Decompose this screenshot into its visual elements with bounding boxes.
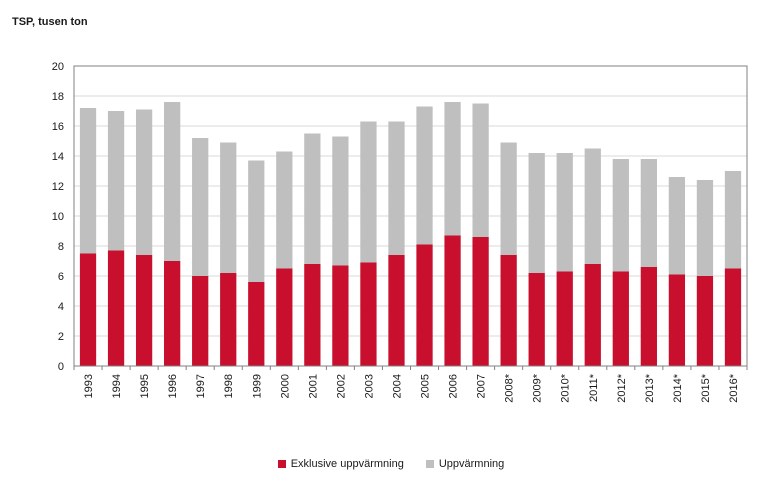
x-tick-label: 2005	[420, 374, 432, 398]
bar-uppvarmning	[472, 103, 489, 237]
bar-uppvarmning	[164, 102, 181, 261]
bar-exklusive-uppvarmning	[192, 276, 209, 366]
x-tick-label: 2016*	[728, 373, 740, 402]
y-tick-label: 20	[52, 61, 64, 73]
bar-exklusive-uppvarmning	[472, 237, 489, 366]
bar-uppvarmning	[107, 111, 125, 251]
bar-uppvarmning	[248, 160, 265, 282]
x-tick-label: 2010*	[560, 373, 572, 402]
bar-exklusive-uppvarmning	[556, 271, 573, 366]
x-tick-label: 2015*	[700, 373, 712, 402]
bar-exklusive-uppvarmning	[304, 264, 321, 366]
y-tick-label: 2	[58, 331, 64, 343]
bar-exklusive-uppvarmning	[220, 273, 237, 366]
bar-uppvarmning	[640, 159, 657, 267]
x-tick-label: 2001	[307, 374, 319, 398]
bar-exklusive-uppvarmning	[360, 262, 377, 366]
y-tick-label: 18	[52, 91, 64, 103]
bar-exklusive-uppvarmning	[640, 267, 657, 366]
bar-uppvarmning	[696, 180, 714, 276]
x-tick-label: 1996	[167, 374, 179, 398]
bar-uppvarmning	[220, 142, 237, 273]
x-tick-label: 2004	[391, 374, 403, 398]
bar-uppvarmning	[668, 177, 686, 275]
x-tick-label: 2013*	[644, 373, 656, 402]
legend-item-uppvarmning: Uppvärmning	[425, 458, 505, 470]
bar-uppvarmning	[444, 102, 461, 236]
bar-uppvarmning	[612, 159, 629, 272]
bar-uppvarmning	[332, 136, 349, 266]
y-tick-label: 14	[52, 151, 64, 163]
x-tick-label: 1995	[139, 374, 151, 398]
stacked-bar-chart: 0 2 4 6 8 10 12 14 16 18 20 1993 1994 1995 1996 1997 199…	[52, 61, 748, 403]
bar-exklusive-uppvarmning	[79, 253, 97, 366]
axes: 0 2 4 6 8 10 12 14 16 18 20 1993 1994 1995 1996 1997 199…	[52, 61, 748, 403]
legend-label-uppvarmning: Uppvärmning	[438, 458, 505, 470]
y-tick-label: 4	[58, 301, 64, 313]
bar-uppvarmning	[276, 151, 293, 269]
bar-exklusive-uppvarmning	[332, 265, 349, 366]
legend-swatch-exklusive	[277, 460, 286, 468]
legend: Exklusive uppvärmning Uppvärmning	[0, 458, 782, 470]
bar-exklusive-uppvarmning	[696, 276, 714, 366]
x-tick-label: 2014*	[672, 373, 684, 402]
x-tick-label: 2009*	[532, 373, 544, 402]
y-tick-label: 0	[58, 361, 64, 373]
x-tick-label: 2012*	[616, 373, 628, 402]
bar-uppvarmning	[724, 171, 742, 269]
x-tick-label: 2006	[448, 374, 460, 398]
y-tick-label: 8	[58, 241, 64, 253]
bar-uppvarmning	[135, 109, 153, 255]
bar-exklusive-uppvarmning	[528, 273, 545, 366]
bar-exklusive-uppvarmning	[248, 282, 265, 366]
bars	[79, 102, 742, 366]
bar-exklusive-uppvarmning	[584, 264, 601, 366]
y-tick-label: 6	[58, 271, 64, 283]
bar-exklusive-uppvarmning	[500, 255, 517, 366]
x-tick-label: 2003	[363, 374, 375, 398]
x-tick-label: 1998	[223, 374, 235, 398]
x-tick-label: 2007	[476, 374, 488, 398]
bar-exklusive-uppvarmning	[276, 268, 293, 366]
bar-uppvarmning	[304, 133, 321, 264]
x-tick-label: 1999	[251, 374, 263, 398]
legend-label-exklusive: Exklusive uppvärmning	[290, 458, 404, 470]
bar-uppvarmning	[584, 148, 601, 264]
bar-uppvarmning	[192, 138, 209, 276]
x-tick-label: 2002	[335, 374, 347, 398]
x-tick-label: 2011*	[588, 373, 600, 402]
bar-uppvarmning	[528, 153, 545, 273]
bar-exklusive-uppvarmning	[388, 255, 405, 366]
legend-item-exklusive: Exklusive uppvärmning	[277, 458, 404, 470]
bar-exklusive-uppvarmning	[444, 235, 461, 366]
legend-swatch-uppvarmning	[425, 460, 434, 468]
x-tick-label: 1993	[83, 374, 95, 398]
y-tick-label: 10	[52, 211, 64, 223]
bar-exklusive-uppvarmning	[416, 244, 433, 366]
x-tick-label: 2000	[279, 374, 291, 398]
bar-uppvarmning	[556, 153, 573, 272]
y-tick-label: 12	[52, 181, 64, 193]
bar-exklusive-uppvarmning	[135, 255, 153, 366]
bar-uppvarmning	[388, 121, 405, 255]
bar-exklusive-uppvarmning	[612, 271, 629, 366]
bar-exklusive-uppvarmning	[724, 268, 742, 366]
bar-uppvarmning	[416, 106, 433, 245]
bar-uppvarmning	[79, 108, 97, 254]
bar-uppvarmning	[500, 142, 517, 255]
x-tick-label: 1997	[195, 374, 207, 398]
bar-exklusive-uppvarmning	[107, 250, 125, 366]
bar-exklusive-uppvarmning	[164, 261, 181, 366]
bar-uppvarmning	[360, 121, 377, 263]
y-tick-label: 16	[52, 121, 64, 133]
y-axis-title: TSP, tusen ton	[12, 16, 88, 28]
x-tick-label: 2008*	[504, 373, 516, 402]
x-tick-label: 1994	[111, 374, 123, 398]
bar-exklusive-uppvarmning	[668, 274, 686, 366]
